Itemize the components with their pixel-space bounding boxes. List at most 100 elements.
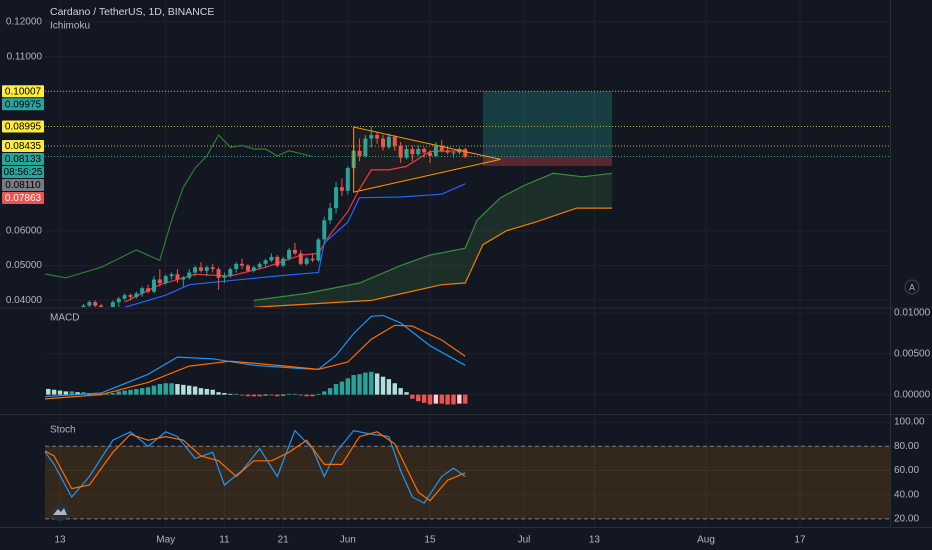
histogram-bar <box>251 394 257 397</box>
candle-body <box>298 253 303 264</box>
histogram-bar <box>457 394 462 404</box>
candle-body <box>463 148 468 157</box>
candle-body <box>369 135 374 139</box>
histogram-bar <box>374 373 380 395</box>
candle-body <box>81 305 86 307</box>
price-label-box <box>2 98 44 111</box>
candle-body <box>304 258 309 264</box>
histogram-bar <box>46 388 51 395</box>
candle-body <box>381 138 386 148</box>
leading-span-a <box>253 172 613 301</box>
histogram-bar <box>327 388 333 395</box>
candle-body <box>451 152 456 154</box>
candle-body <box>257 263 262 268</box>
candle-body <box>222 276 227 278</box>
histogram-bar <box>192 386 198 395</box>
y-tick-label: 0.05000 <box>6 260 43 271</box>
candle-body <box>151 279 156 292</box>
price-label: 0.08133 <box>5 154 42 165</box>
x-tick-label: 13 <box>589 535 601 546</box>
histogram-bar <box>151 385 157 395</box>
y-tick-label: 0.01000 <box>894 308 931 319</box>
histogram-bar <box>57 390 63 395</box>
histogram-bar <box>357 374 362 395</box>
histogram-bar <box>316 393 321 395</box>
auto-scale-button[interactable] <box>904 279 920 295</box>
x-tick-label: Jul <box>518 535 531 546</box>
x-tick-label: 21 <box>278 535 290 546</box>
indicator-name: Stoch <box>50 425 76 436</box>
candle-body <box>404 148 409 158</box>
histogram-bar <box>369 371 374 395</box>
histogram-bar <box>51 389 57 395</box>
histogram-bar <box>75 392 80 395</box>
histogram-bar <box>187 385 192 395</box>
candle-body <box>198 267 203 271</box>
candle-body <box>322 220 327 240</box>
histogram-bar <box>63 391 69 395</box>
histogram-bar <box>228 393 233 395</box>
tradingview-logo <box>51 503 69 521</box>
candle-body <box>175 274 180 280</box>
candle-body <box>128 295 133 297</box>
histogram-bar <box>322 391 327 395</box>
leading-span-b <box>253 207 613 307</box>
candle-body <box>269 256 274 261</box>
candle-body <box>445 150 450 153</box>
histogram-bar <box>304 394 309 397</box>
price-label-box <box>2 179 44 192</box>
candle-body <box>345 168 350 191</box>
candle-body <box>427 152 432 156</box>
histogram-bar <box>404 392 409 395</box>
indicator-name: MACD <box>50 313 79 324</box>
histogram-bar <box>463 394 468 404</box>
histogram-bar <box>104 393 110 395</box>
y-tick-label: 0.00500 <box>894 349 931 360</box>
x-tick-label: Jun <box>340 535 356 546</box>
position-loss <box>482 156 613 166</box>
histogram-bar <box>181 384 186 395</box>
candle-body <box>363 138 368 156</box>
price-label-box <box>2 140 44 153</box>
y-tick-label: 0.12000 <box>6 17 43 28</box>
candle-body <box>433 145 438 156</box>
candle-body <box>110 302 115 307</box>
histogram-bar <box>363 372 368 395</box>
histogram-bar <box>275 394 280 397</box>
candle-body <box>292 249 297 254</box>
candle-body <box>116 298 121 303</box>
ichimoku-line <box>45 134 313 279</box>
price-label-box <box>2 120 44 133</box>
histogram-bar <box>386 379 392 395</box>
histogram-bar <box>233 393 239 395</box>
histogram-bar <box>169 383 174 395</box>
histogram-bar <box>239 394 245 396</box>
stoch-band <box>45 446 890 519</box>
candle-body <box>216 269 221 278</box>
histogram-bar <box>427 394 433 405</box>
candle-body <box>410 148 415 155</box>
price-label: 0.08995 <box>5 122 42 133</box>
price-label: 0.08110 <box>5 180 41 191</box>
histogram-bar <box>310 394 315 397</box>
histogram-bar <box>198 388 204 395</box>
y-tick-label: 20.00 <box>894 513 919 524</box>
histogram-bar <box>140 388 145 395</box>
histogram-bar <box>204 388 210 395</box>
y-tick-label: 60.00 <box>894 465 919 476</box>
candle-body <box>357 150 362 156</box>
histogram-bar <box>410 394 415 399</box>
histogram-bar <box>380 376 386 395</box>
candle-body <box>157 279 162 283</box>
stoch-line <box>45 431 466 502</box>
histogram-bar <box>286 393 292 395</box>
candle-body <box>122 295 127 299</box>
price-label: 0.07863 <box>5 193 42 204</box>
candle-body <box>204 267 209 271</box>
candle-body <box>210 267 215 270</box>
candle-body <box>87 302 92 306</box>
histogram-bar <box>122 390 127 395</box>
auto-scale-label[interactable]: A <box>909 282 915 292</box>
candle-body <box>334 187 339 209</box>
